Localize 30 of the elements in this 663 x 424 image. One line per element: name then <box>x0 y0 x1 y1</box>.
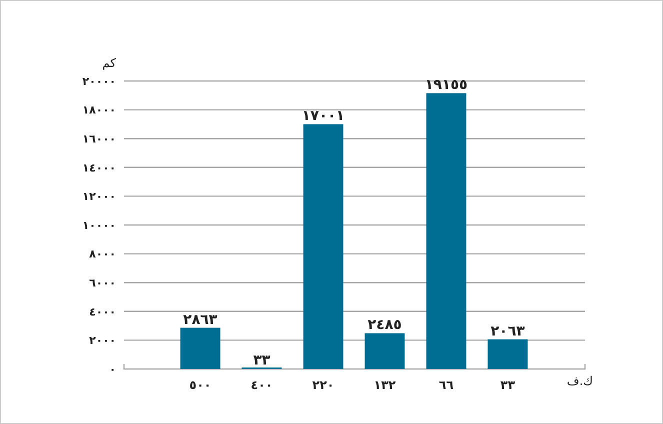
data-label: ٢٤٨٥ <box>368 317 402 334</box>
y-tick-label: ١٢٠٠٠ <box>82 190 116 204</box>
x-axis-title: ك.ف <box>566 374 594 388</box>
bar <box>180 328 220 369</box>
bar <box>488 339 528 369</box>
x-tick-label: ٣٣ <box>500 378 516 392</box>
data-label: ٢٠٦٣ <box>490 323 526 340</box>
x-tick-label: ٤٠٠ <box>250 378 273 392</box>
bar <box>303 124 344 369</box>
y-tick-label: ٢٠٠٠٠ <box>82 74 116 88</box>
y-tick-label: ١٦٠٠٠ <box>82 132 116 146</box>
y-tick-label: ١٨٠٠٠ <box>82 104 116 117</box>
y-tick-label: ٦٠٠٠ <box>89 276 116 290</box>
x-tick-label: ١٣٢ <box>374 378 396 392</box>
y-tick-label: ٨٠٠٠ <box>89 248 116 261</box>
y-tick-label: ٠ <box>109 362 116 376</box>
data-label: ١٧٠٠١ <box>302 108 345 124</box>
y-tick-label: ١٠٠٠٠ <box>82 218 116 232</box>
y-tick-label: ٢٠٠٠ <box>89 334 116 348</box>
data-label: ١٩١٥٥ <box>424 77 468 94</box>
x-tick-label: ٥٠٠ <box>189 378 212 392</box>
data-label: ٣٣ <box>253 352 271 369</box>
y-tick-label: ١٤٠٠٠ <box>82 161 116 174</box>
y-tick-label: ٤٠٠٠ <box>89 305 116 318</box>
data-label: ٢٨٦٣ <box>183 312 218 328</box>
y-axis-title: كم <box>102 56 116 70</box>
bar <box>364 333 405 369</box>
bar <box>426 93 466 369</box>
x-tick-label: ٢٢٠ <box>312 378 334 392</box>
x-tick-label: ٦٦ <box>438 378 454 392</box>
